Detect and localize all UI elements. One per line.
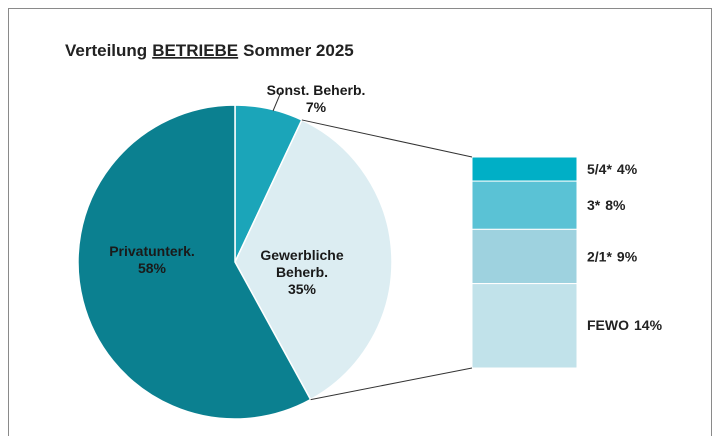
bar-label-name: 2/1* bbox=[587, 248, 612, 264]
bar-label: 3* 8% bbox=[587, 197, 626, 213]
slice-label: Privatunterk.58% bbox=[87, 238, 217, 282]
bar-segment bbox=[471, 156, 578, 182]
slice-value: 58% bbox=[137, 260, 167, 276]
bar-label: FEWO 14% bbox=[587, 317, 663, 333]
slice-label-box: Gewerbliche Beherb. 35% bbox=[237, 242, 367, 302]
bar-label-value: 9% bbox=[617, 248, 638, 264]
title-part: BETRIEBE bbox=[152, 41, 238, 60]
bar-segment bbox=[471, 283, 578, 369]
bar-label: 5/4* 4% bbox=[587, 161, 638, 177]
pie-slice bbox=[234, 118, 393, 401]
slice-label: Sonst. Beherb.7% bbox=[251, 77, 381, 121]
leader-line bbox=[272, 91, 282, 112]
bar-label: 2/1* 9% bbox=[587, 248, 638, 264]
slice-label-box: Sonst. Beherb. 7% bbox=[251, 77, 381, 121]
bar-segment bbox=[471, 180, 578, 230]
slice-name: Privatunterk. bbox=[109, 243, 195, 259]
bar-label-value: 8% bbox=[605, 197, 626, 213]
bar-label-name: 5/4* bbox=[587, 161, 612, 177]
slice-value: 7% bbox=[305, 99, 327, 115]
title-part: Verteilung bbox=[65, 41, 147, 60]
slice-name: Sonst. Beherb. bbox=[266, 82, 366, 98]
slice-name: Gewerbliche Beherb. bbox=[260, 246, 344, 280]
slice-label: Gewerbliche Beherb.35% bbox=[237, 242, 367, 302]
title-part: Sommer 2025 bbox=[243, 41, 354, 60]
chart-title: Verteilung BETRIEBE Sommer 2025 bbox=[65, 41, 354, 60]
bar-label-value: 14% bbox=[634, 317, 663, 333]
connector-line bbox=[310, 367, 473, 401]
slice-value: 35% bbox=[287, 280, 317, 297]
bar-label-value: 4% bbox=[617, 161, 638, 177]
connector-line bbox=[301, 119, 473, 158]
bar-label-name: 3* bbox=[587, 197, 601, 213]
pie-slice bbox=[77, 104, 312, 420]
slice-label-box: Privatunterk. 58% bbox=[87, 238, 217, 282]
bar-segment bbox=[471, 228, 578, 285]
bar-label-name: FEWO bbox=[587, 317, 629, 333]
